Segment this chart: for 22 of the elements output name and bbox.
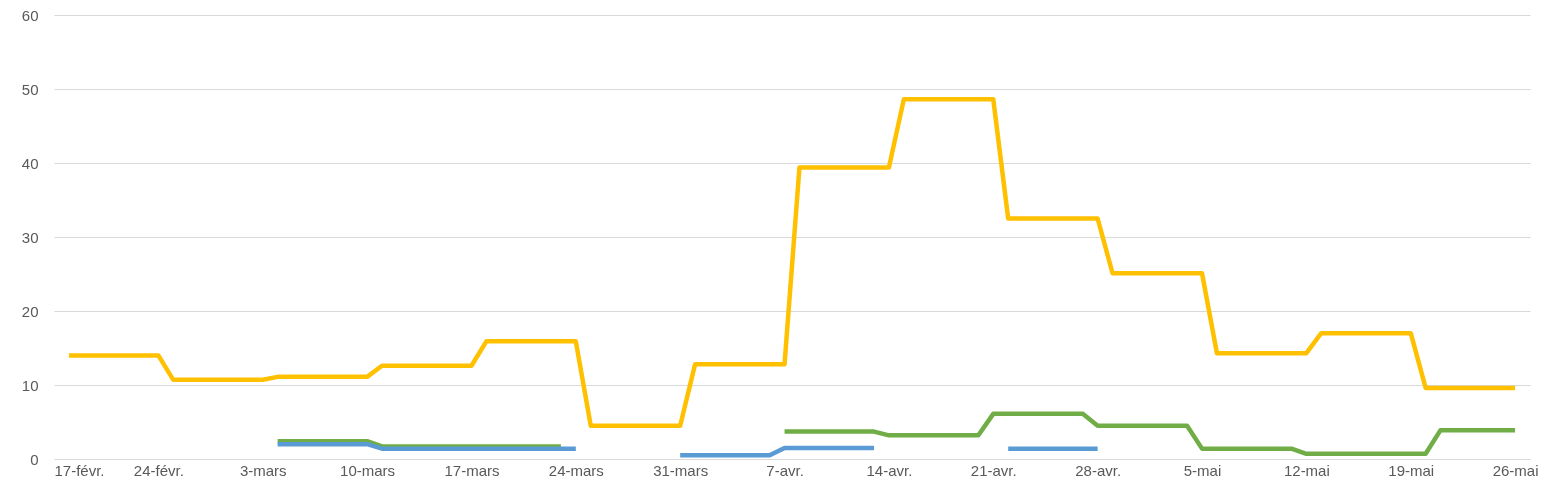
y-tick-label: 50: [21, 80, 39, 98]
x-tick-label: 5-mai: [1183, 461, 1222, 479]
x-tick-label: 17-févr.: [54, 461, 105, 479]
x-tick-label: 24-févr.: [133, 461, 184, 479]
x-tick-label: 10-mars: [340, 461, 396, 479]
x-tick-label: 19-mai: [1388, 461, 1435, 479]
y-tick-label: 40: [21, 154, 39, 172]
x-tick-label: 24-mars: [548, 461, 604, 479]
x-tick-label: 7-avr.: [766, 461, 804, 479]
x-tick-label: 28-avr.: [1075, 461, 1122, 479]
x-tick-label: 14-avr.: [866, 461, 913, 479]
y-tick-label: 60: [21, 6, 39, 24]
x-tick-label: 17-mars: [444, 461, 500, 479]
x-tick-label: 3-mars: [239, 461, 287, 479]
y-tick-label: 10: [21, 376, 39, 394]
y-tick-label: 30: [21, 228, 39, 246]
x-tick-label: 31-mars: [653, 461, 709, 479]
y-tick-label: 0: [30, 450, 39, 468]
x-tick-label: 12-mai: [1283, 461, 1330, 479]
x-tick-label: 26-mai: [1492, 461, 1539, 479]
x-tick-label: 21-avr.: [970, 461, 1017, 479]
y-tick-label: 20: [21, 302, 39, 320]
